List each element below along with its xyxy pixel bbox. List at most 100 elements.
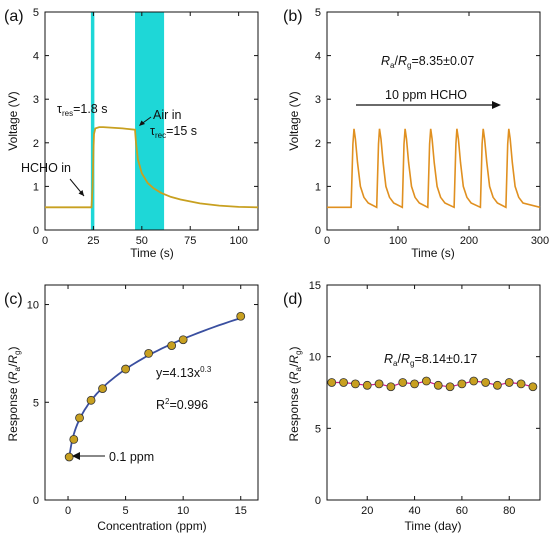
- panel-c-ytick-label: 10: [27, 300, 39, 312]
- panel-b-frame: [326, 11, 541, 231]
- panel-d-ytick-label: 10: [309, 352, 321, 364]
- panel-a-ylabel: Voltage (V): [6, 91, 20, 150]
- panel-d-data-point: [445, 382, 455, 392]
- panel-d-data-point: [410, 379, 419, 389]
- panel-c-equation: y=4.13x0.3: [156, 365, 212, 380]
- panel-a-ytick-label: 0: [33, 225, 39, 237]
- panel-b-ytick-label: 3: [315, 94, 321, 106]
- panel-b: (b) 0 100 200 300 0 1 2 3 4 5 Time (s) Voltage (V…: [283, 7, 549, 260]
- panel-b-arrow-head: [492, 101, 501, 109]
- panel-c-data-point: [64, 452, 74, 462]
- panel-b-xlabel: Time (s): [411, 246, 455, 260]
- panel-b-label: (b): [283, 8, 303, 25]
- panel-c-ytick-label: 0: [33, 495, 39, 507]
- panel-b-xtick-label: 300: [531, 235, 549, 247]
- panel-b-ytick-label: 4: [315, 51, 321, 63]
- panel-b-xtick-label: 0: [324, 235, 330, 247]
- panel-a-air-arrow-head: [139, 120, 145, 126]
- panel-b-ytick-label: 0: [315, 225, 321, 237]
- panel-c-data-point: [144, 349, 154, 358]
- panel-d-ytick-label: 5: [315, 423, 321, 435]
- panel-d-data-point: [469, 376, 479, 386]
- panel-a-series-line: [45, 126, 259, 209]
- panel-a-air-in-label: Air in: [153, 108, 182, 122]
- panel-c-label: (c): [4, 291, 23, 308]
- panel-c-xlabel: Concentration (ppm): [97, 519, 206, 533]
- panel-a-ytick-label: 1: [33, 181, 39, 193]
- panel-d-label: (d): [283, 291, 303, 308]
- panel-c-xtick-label: 15: [235, 505, 247, 517]
- panel-c-data-point: [236, 311, 246, 321]
- panel-b-xtick-label: 100: [389, 235, 407, 247]
- panel-c-xtick-label: 10: [177, 505, 189, 517]
- panel-a-xtick-label: 50: [136, 235, 148, 247]
- panel-c-fit-curve: [68, 317, 241, 460]
- panel-d-data-point: [374, 379, 384, 389]
- panel-d-data-point: [398, 378, 408, 387]
- panel-a-label: (a): [4, 8, 24, 25]
- panel-a-ytick-label: 4: [33, 51, 39, 63]
- panel-c-data-point: [178, 335, 188, 345]
- panel-c-r2: R2=0.996: [156, 397, 208, 412]
- panel-a-hcho-in-label: HCHO in: [21, 161, 71, 175]
- panel-c-data-point: [69, 435, 79, 444]
- panel-d-data-point: [350, 379, 360, 389]
- panel-d-xtick-label: 60: [456, 505, 468, 517]
- panel-a-ytick-label: 3: [33, 94, 39, 106]
- panel-c-xtick-label: 5: [123, 505, 129, 517]
- panel-b-series-line: [327, 128, 541, 209]
- panel-d-xlabel: Time (day): [405, 519, 462, 533]
- panel-d: (d) 20 40 60 80 0 5 10 15 Time (day) Response (…: [283, 280, 541, 533]
- panel-c-frame: [44, 284, 259, 501]
- panel-d-data-point: [528, 382, 538, 392]
- panel-d-xtick-label: 20: [361, 505, 373, 517]
- panel-d-data-point: [339, 378, 348, 387]
- panel-a-hcho-arrow-head: [78, 190, 84, 196]
- panel-a-tau-res: τres=1.8 s: [57, 102, 107, 118]
- panel-a-ytick-label: 5: [33, 7, 39, 19]
- panel-a-xtick-label: 0: [42, 235, 48, 247]
- panel-d-data-point: [457, 379, 467, 389]
- panel-b-ytick-label: 1: [315, 181, 321, 193]
- panel-a-ytick-label: 2: [33, 138, 39, 150]
- panel-b-ratio: Ra/Rg=8.35±0.07: [381, 54, 474, 70]
- panel-b-arrow-label: 10 ppm HCHO: [385, 88, 467, 102]
- panel-b-xtick-label: 200: [460, 235, 478, 247]
- panel-d-data-point: [504, 378, 514, 387]
- panel-d-series-line: [331, 380, 534, 388]
- panel-d-data-point: [421, 376, 431, 386]
- panel-d-xtick-label: 40: [408, 505, 420, 517]
- panel-d-ylabel: Response (Ra/Rg): [287, 347, 303, 442]
- panel-a-xtick-label: 75: [184, 235, 196, 247]
- panel-d-data-point: [433, 380, 443, 390]
- panel-d-data-point: [492, 380, 502, 390]
- panel-c-data-point: [121, 364, 130, 374]
- panel-a-tau-rec: τrec=15 s: [150, 124, 197, 140]
- panel-a-xlabel: Time (s): [130, 246, 174, 260]
- panel-d-frame: [326, 284, 541, 501]
- panel-c-data-point: [167, 341, 177, 350]
- panel-a-xtick-label: 25: [87, 235, 99, 247]
- panel-b-ytick-label: 5: [315, 7, 321, 19]
- panel-d-data-point: [386, 382, 396, 392]
- panel-d-xtick-label: 80: [503, 505, 515, 517]
- panel-c-data-point: [75, 413, 84, 423]
- panel-c-xtick-label: 0: [65, 505, 71, 517]
- panel-c-data-point: [98, 384, 107, 393]
- panel-a-highlight-band: [135, 12, 165, 230]
- panel-a-frame: [44, 11, 259, 231]
- panel-c-data-point: [86, 395, 96, 405]
- panel-a-highlight-band: [90, 12, 95, 230]
- panel-c-low-arrow-head: [72, 452, 80, 460]
- panel-c-ytick-label: 5: [33, 397, 39, 409]
- panel-d-data-point: [516, 379, 526, 389]
- panel-d-ytick-label: 15: [309, 280, 321, 292]
- panel-d-data-point: [362, 380, 372, 390]
- panel-c-low-label: 0.1 ppm: [109, 450, 154, 464]
- panel-a-xtick-label: 100: [229, 235, 247, 247]
- panel-d-data-point: [327, 378, 337, 387]
- panel-b-ylabel: Voltage (V): [287, 91, 301, 150]
- panel-c: (c) 0 5 10 15 0 5 10 Concentration (ppm) Respo…: [4, 284, 259, 533]
- panel-d-ratio: Ra/Rg=8.14±0.17: [384, 352, 477, 368]
- panel-b-ytick-label: 2: [315, 138, 321, 150]
